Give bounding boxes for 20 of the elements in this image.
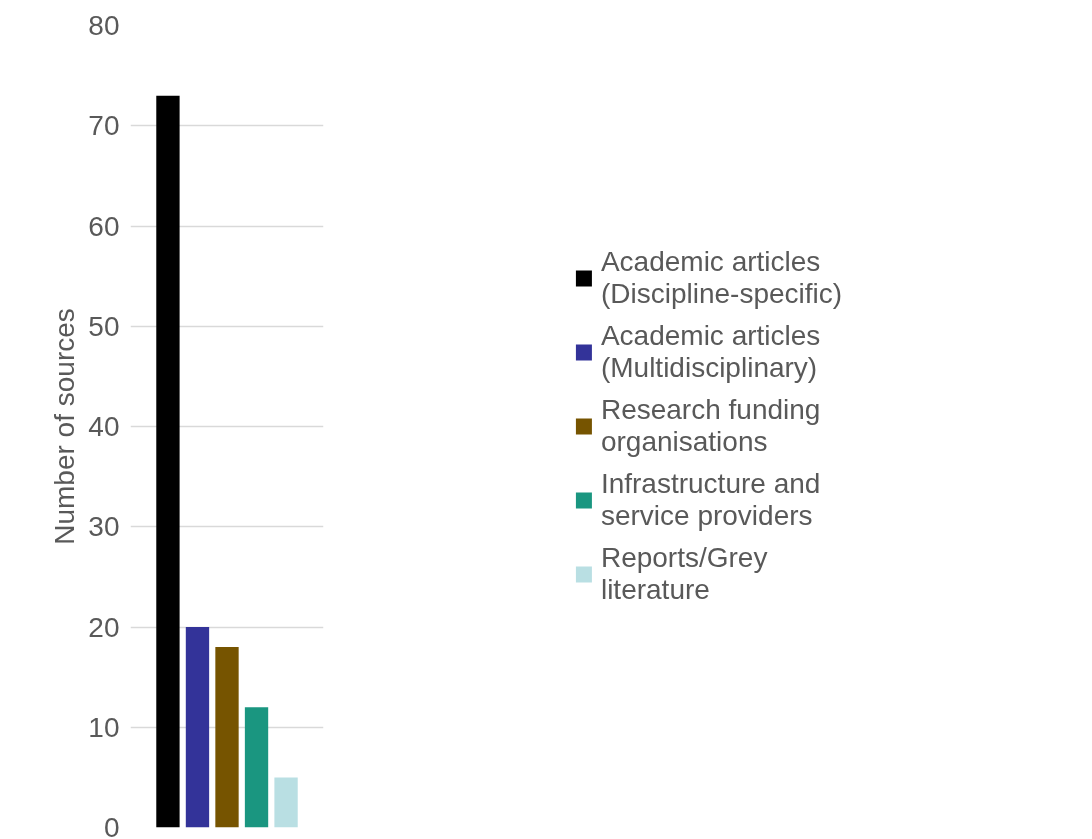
bar <box>156 95 180 828</box>
y-tick-label: 60 <box>88 210 120 242</box>
bar <box>244 707 269 828</box>
y-tick-label: 50 <box>88 310 120 342</box>
y-tick-label: 10 <box>88 711 120 743</box>
y-tick-label: 40 <box>88 411 120 442</box>
y-tick-label: 0 <box>103 812 120 839</box>
y-tick-label: 80 <box>88 10 120 41</box>
bar <box>215 647 239 828</box>
legend-label: Reports/Grey literature <box>600 542 768 606</box>
y-tick-label: 30 <box>88 511 120 543</box>
legend-label: Research funding organisations <box>600 394 821 458</box>
legend-label: Infrastructure and service providers <box>600 468 821 532</box>
legend-label: Academic articles (Multidisciplinary) <box>600 320 821 384</box>
legend-label: Academic articles (Discipline-specific) <box>600 246 843 310</box>
y-tick-label: 70 <box>88 110 120 142</box>
y-tick-label: 20 <box>88 611 120 643</box>
y-axis-title: Number of sources <box>49 308 81 545</box>
bar <box>274 777 298 828</box>
bar <box>185 627 210 828</box>
